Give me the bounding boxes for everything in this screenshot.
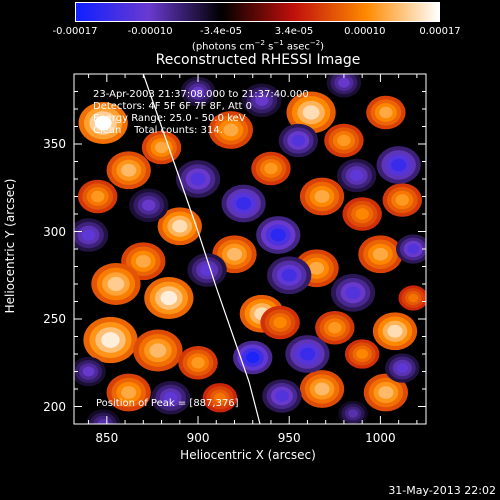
- colorbar-tick-label: -0.00017: [52, 26, 98, 37]
- heatmap-blob-level: [226, 247, 243, 261]
- x-tick-label: 1000: [365, 431, 396, 445]
- colorbar-gradient: [75, 2, 440, 22]
- colorbar: [75, 2, 440, 22]
- heatmap-blob-level: [190, 172, 206, 186]
- heatmap-blob-level: [142, 199, 156, 211]
- heatmap-blob-level: [407, 244, 420, 254]
- heatmap-blob-level: [154, 141, 169, 154]
- heatmap-blob-level: [149, 343, 167, 358]
- colorbar-tick-label: -3.4e-05: [200, 26, 242, 37]
- heatmap-blob-level: [264, 162, 278, 175]
- colorbar-tick-label: 0.00010: [344, 26, 386, 37]
- heatmap-blob-level: [309, 261, 325, 275]
- heatmap-blob-level: [97, 419, 110, 424]
- heatmap-blob-level: [281, 268, 297, 282]
- y-tick-label: 200: [43, 399, 66, 414]
- y-tick-label: 350: [43, 137, 66, 151]
- heatmap-blob-level: [378, 386, 394, 399]
- x-tick-label: 950: [277, 431, 301, 445]
- heatmap-blob-level: [91, 190, 105, 203]
- heatmap-blob-level: [107, 276, 125, 292]
- heatmap-blob-level: [135, 254, 151, 268]
- annotation-time-range: 23-Apr-2003 21:37:08.000 to 21:37:40.000: [93, 89, 309, 100]
- heatmap-blob-level: [302, 105, 320, 120]
- heatmap-blob-level: [81, 229, 96, 241]
- heatmap-blob-level: [94, 115, 112, 131]
- heatmap-blob-level: [372, 247, 388, 261]
- heatmap-blob-level: [223, 123, 239, 137]
- heatmap-blob-level: [291, 134, 306, 147]
- heatmap-blob-level: [214, 392, 226, 403]
- heatmap-blob-level: [246, 351, 260, 364]
- heatmap-blob-level: [121, 386, 137, 399]
- heatmap-blob-level: [163, 392, 178, 404]
- heatmap-blob-level: [172, 219, 188, 233]
- heatmap-blob-level: [82, 366, 95, 377]
- heatmap-blob-level: [338, 77, 350, 88]
- heatmap-blob-level: [192, 86, 204, 97]
- heatmap-blob-level: [328, 322, 342, 334]
- colorbar-tick-label: 3.4e-05: [274, 26, 314, 37]
- colorbar-tick-label: 0.00017: [419, 26, 461, 37]
- heatmap-blob-level: [395, 194, 409, 206]
- heatmap-blob-level: [355, 208, 369, 220]
- solar-limb-line: [142, 74, 261, 424]
- heatmap-blob-level: [273, 316, 287, 329]
- colorbar-tick-label: -0.00010: [127, 26, 173, 37]
- heatmap-blob-level: [314, 190, 330, 203]
- heatmap-blob-level: [337, 134, 351, 147]
- heatmap-blob-level: [255, 94, 269, 106]
- heatmap-blob-level: [348, 409, 359, 418]
- heatmap-blob-level: [314, 382, 330, 396]
- heatmap-blob-level: [408, 293, 419, 303]
- y-tick-label: 300: [43, 224, 66, 239]
- y-tick-label: 250: [43, 312, 66, 326]
- annotation-clean-counts: Clean Total counts: 314.: [93, 125, 223, 136]
- heatmap-blob-level: [160, 290, 178, 306]
- heatmap-blob-level: [387, 324, 403, 338]
- heatmap-blob-level: [200, 264, 214, 276]
- annotation-detectors: Detectors: 4F 5F 6F 7F 8F, Att 0: [93, 101, 253, 112]
- colorbar-unit-label: (photons cm−2 s−1 asec−2): [191, 39, 325, 53]
- annotation-peak-position: Position of Peak = [887,376]: [96, 398, 239, 409]
- heatmap-blob-level: [349, 169, 364, 182]
- heatmap-blob-level: [391, 158, 407, 172]
- heatmap-blob-level: [236, 197, 252, 210]
- heatmap-blob-level: [101, 332, 120, 348]
- heatmap-blob-level: [345, 286, 361, 300]
- chart-title: Reconstructed RHESSI Image: [155, 52, 361, 68]
- heatmap-blob-level: [275, 390, 289, 402]
- heatmap-blob-level: [270, 228, 286, 242]
- x-tick-label: 850: [95, 431, 119, 445]
- heatmap-blob-level: [191, 357, 205, 369]
- heatmap-blob-level: [356, 349, 369, 359]
- footer-timestamp: 31-May-2013 22:02: [388, 484, 496, 497]
- y-axis-label: Heliocentric Y (arcsec): [3, 178, 17, 314]
- x-tick-label: 900: [186, 431, 210, 445]
- heatmap-blob-level: [299, 347, 315, 361]
- x-axis-label: Heliocentric X (arcsec): [180, 448, 316, 462]
- annotation-energy-range: Energy Range: 25.0 - 50.0 keV: [93, 113, 246, 124]
- heatmap-blob-level: [121, 163, 137, 177]
- heatmap-blob-level: [379, 106, 393, 119]
- heatmap-blob-level: [396, 363, 409, 373]
